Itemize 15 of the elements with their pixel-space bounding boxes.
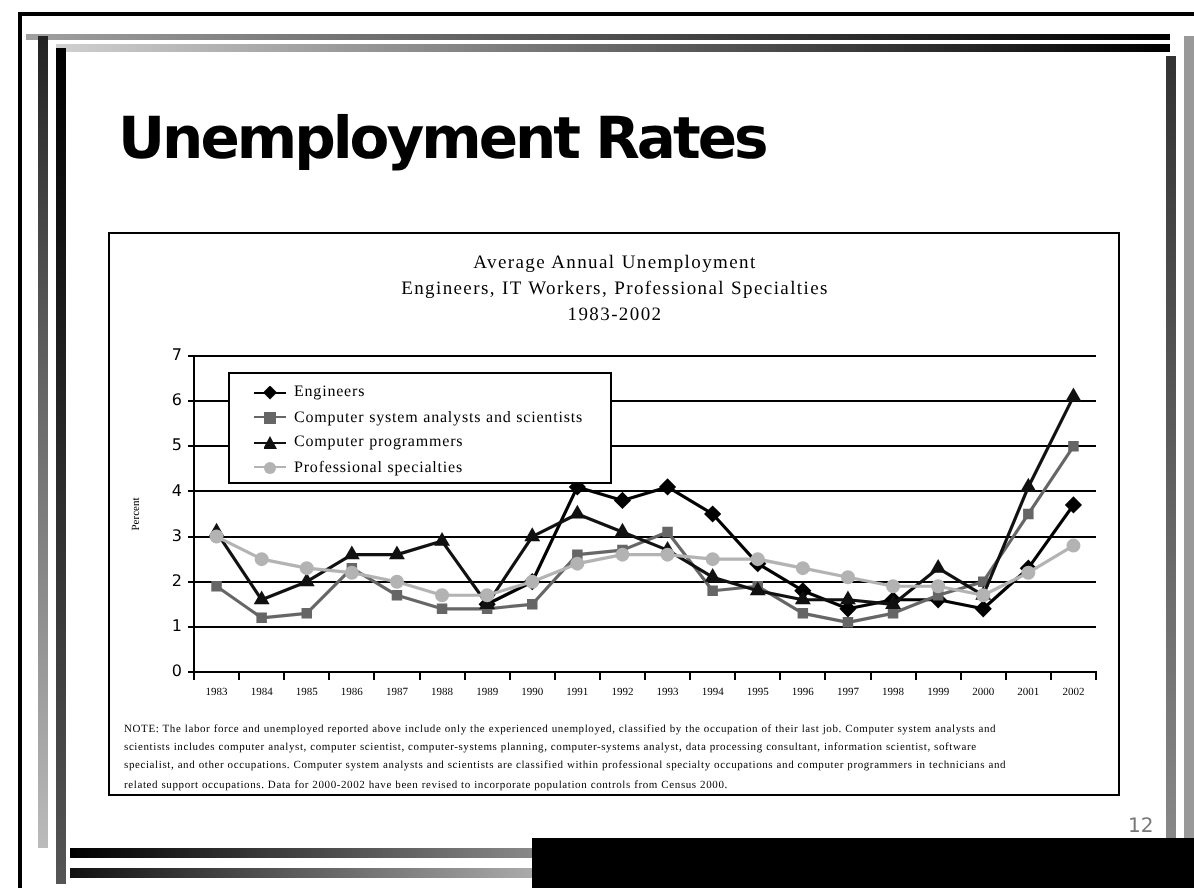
text: 12 — [1128, 816, 1154, 838]
y-tick-label: 5 — [171, 436, 182, 455]
legend-label: Computer system analysts and scientists — [294, 405, 583, 430]
y-tick-label: 2 — [171, 571, 182, 590]
y-tick-label: 3 — [171, 526, 182, 545]
legend-label: Computer programmers — [294, 430, 464, 454]
y-tick-label: 1 — [171, 617, 182, 636]
y-tick-label: 0 — [171, 662, 182, 681]
y-tick-label: 6 — [171, 391, 182, 410]
y-tick-label: 4 — [171, 481, 182, 500]
chart-subtitle: Average Annual Unemployment Engineers, IT Workers, Professional Specialties 1983-2002 — [399, 252, 831, 330]
y-tick-label: 7 — [171, 346, 182, 365]
chart-title: Unemployment Rates — [118, 104, 766, 172]
legend-label: Professional specialties — [294, 455, 463, 480]
legend-label: Engineers — [294, 380, 366, 404]
